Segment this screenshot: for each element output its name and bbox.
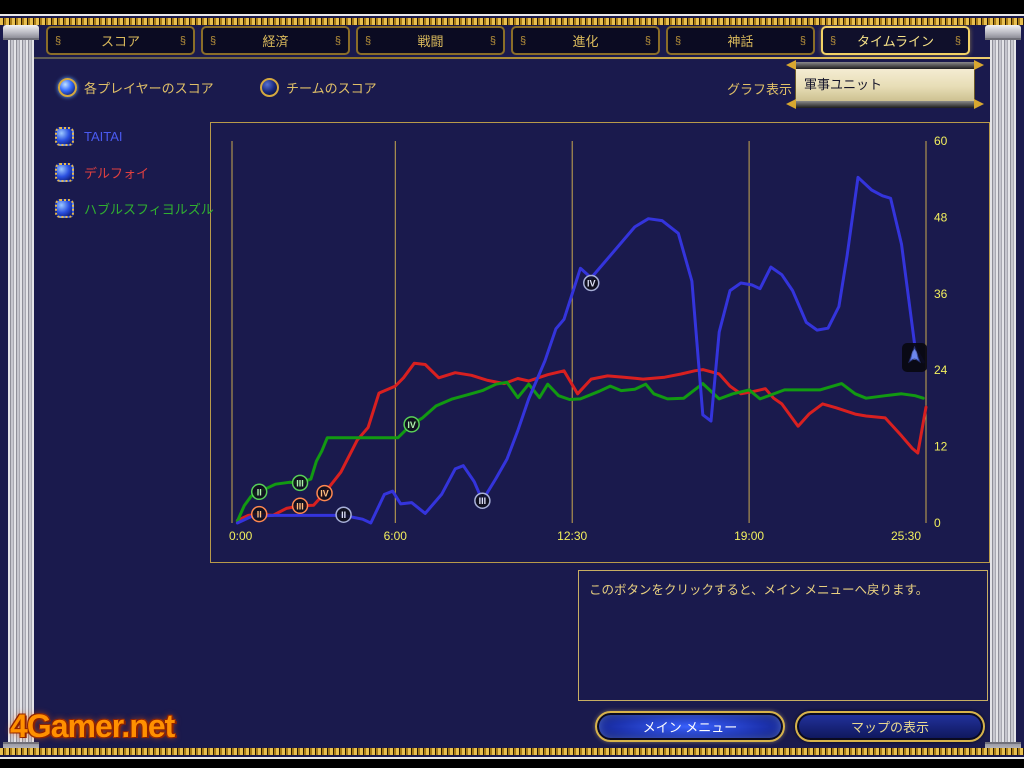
age-marker-icon: [474, 492, 491, 509]
player-name: TAITAI: [84, 129, 123, 144]
age-marker-label: II: [257, 487, 262, 497]
player-name: ハブルスフィヨルズル: [84, 202, 214, 217]
graph-display-dropdown[interactable]: 軍事ユニット: [786, 60, 984, 109]
tab-label: タイムライン: [856, 34, 935, 49]
x-tick-label: 12:30: [557, 529, 587, 543]
player-row-hafursfjordur[interactable]: ハブルスフィヨルズル: [55, 199, 214, 218]
main-menu-button[interactable]: メイン メニュー: [595, 711, 785, 742]
age-marker-icon: [582, 274, 600, 292]
age-marker-icon: [291, 474, 309, 492]
radio-label: チームのスコア: [286, 81, 377, 96]
tab-label: スコア: [100, 34, 140, 49]
age-marker-icon: [291, 497, 309, 515]
age-marker-icon: [335, 506, 352, 523]
top-frame: [0, 0, 1024, 16]
tab-advance[interactable]: § 進化 §: [511, 26, 660, 55]
bottom-frame: [0, 757, 1024, 768]
stats-tab-bar: § スコア § § 経済 § § 戦闘 § § 進化 § § 神話 § § タイ…: [46, 26, 970, 55]
watermark: 4Gamer.net: [10, 708, 175, 744]
player-checkbox-icon[interactable]: [55, 163, 74, 182]
player-checkbox-icon[interactable]: [55, 127, 74, 146]
scroll-ornament-icon: §: [675, 34, 682, 47]
mouse-cursor: [902, 343, 927, 372]
y-tick-label: 24: [934, 363, 948, 377]
player-row-delphi[interactable]: デルフォイ: [55, 163, 149, 182]
tab-underline: [8, 57, 1016, 59]
scroll-ornament-icon: §: [644, 34, 651, 47]
graph-display-value: 軍事ユニット: [795, 69, 975, 101]
age-marker-label: III: [296, 501, 304, 511]
tab-label: 神話: [727, 34, 754, 49]
radio-gem-icon: [58, 78, 77, 97]
scroll-ornament-icon: §: [365, 34, 372, 47]
age-marker-icon: [316, 484, 333, 502]
dropdown-scroll-rod-top-icon: [786, 60, 984, 70]
tab-combat[interactable]: § 戦闘 §: [356, 26, 505, 55]
age-marker-label: III: [296, 478, 304, 488]
tab-label: 経済: [262, 34, 289, 49]
radio-team-scores[interactable]: チームのスコア: [260, 78, 377, 97]
age-marker-icon: [250, 505, 268, 523]
age-marker-label: IV: [587, 278, 596, 288]
y-tick-label: 36: [934, 287, 948, 301]
y-tick-label: 12: [934, 440, 948, 454]
timeline-chart-panel: 0 12 24 36 48 60 0:00 6:00 12:30 19:00 25:30 II III I…: [210, 122, 990, 563]
x-tick-label: 0:00: [229, 529, 253, 543]
player-name: デルフォイ: [84, 166, 150, 181]
tab-label: 戦闘: [417, 34, 444, 49]
radio-gem-icon: [260, 78, 279, 97]
age-marker-label: IV: [320, 489, 329, 499]
tab-label: 進化: [572, 34, 599, 49]
tab-timeline[interactable]: § タイムライン §: [821, 26, 970, 55]
series-line: [235, 175, 925, 525]
player-checkbox-icon[interactable]: [55, 199, 74, 218]
tab-score[interactable]: § スコア §: [46, 26, 195, 55]
right-marble-column: [985, 25, 1021, 755]
x-tick-label: 19:00: [734, 529, 764, 543]
cursor-arrow-icon: [908, 346, 921, 364]
y-tick-label: 0: [934, 516, 941, 530]
series-line: [235, 380, 925, 523]
scroll-ornament-icon: §: [210, 34, 217, 47]
show-map-button[interactable]: マップの表示: [795, 711, 985, 742]
x-tick-label: 6:00: [384, 529, 408, 543]
x-tick-label: 25:30: [891, 529, 921, 543]
scroll-ornament-icon: §: [799, 34, 806, 47]
series-line: [235, 361, 928, 522]
age-marker-label: III: [479, 496, 487, 506]
tab-myth[interactable]: § 神話 §: [666, 26, 815, 55]
scroll-ornament-icon: §: [55, 34, 62, 47]
left-marble-column: [3, 25, 39, 755]
age-marker-icon: [403, 416, 420, 433]
graph-display-label: グラフ表示: [727, 82, 793, 97]
scroll-ornament-icon: §: [954, 34, 961, 47]
age-marker-label: IV: [407, 420, 416, 430]
age-marker-label: II: [341, 510, 346, 520]
tab-economy[interactable]: § 経済 §: [201, 26, 350, 55]
scroll-ornament-icon: §: [334, 34, 341, 47]
age-marker-icon: [250, 483, 268, 501]
y-tick-label: 48: [934, 210, 948, 224]
dropdown-scroll-rod-bottom-icon: [786, 99, 984, 109]
scroll-ornament-icon: §: [520, 34, 527, 47]
age-marker-label: II: [257, 510, 262, 520]
scroll-ornament-icon: §: [179, 34, 186, 47]
player-row-taitai[interactable]: TAITAI: [55, 127, 123, 146]
radio-player-scores[interactable]: 各プレイヤーのスコア: [58, 78, 214, 97]
info-text: このボタンをクリックすると、メイン メニューへ戻ります。: [589, 583, 929, 597]
top-gold-fringe: [0, 18, 1024, 25]
scroll-ornament-icon: §: [830, 34, 837, 47]
y-tick-label: 60: [934, 134, 948, 148]
scroll-ornament-icon: §: [489, 34, 496, 47]
info-box: このボタンをクリックすると、メイン メニューへ戻ります。: [578, 570, 988, 701]
bottom-gold-fringe: [0, 748, 1024, 755]
radio-label: 各プレイヤーのスコア: [84, 81, 214, 96]
